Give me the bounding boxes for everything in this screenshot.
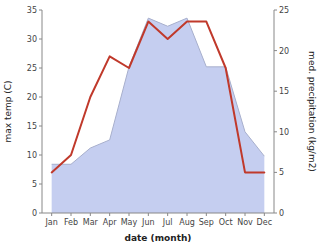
y2-tick: [274, 50, 277, 51]
x-axis-line: [42, 213, 274, 214]
x-tick-label: Feb: [64, 218, 78, 227]
y2-tick-label: 15: [279, 87, 289, 96]
x-tick-label: Apr: [103, 218, 118, 227]
y2-axis-line: [274, 10, 275, 213]
precipitation-area: [52, 18, 265, 213]
y2-tick-label: 10: [279, 128, 289, 137]
y-tick-label: 5: [32, 180, 37, 189]
y2-tick: [274, 131, 277, 132]
y-axis-line: [42, 10, 43, 213]
y-tick-label: 30: [27, 35, 37, 44]
y2-tick-label: 0: [279, 209, 284, 218]
y-tick: [39, 39, 42, 40]
y-tick-label: 25: [27, 64, 37, 73]
y2-tick: [274, 10, 277, 11]
x-tick-label: Aug: [179, 218, 195, 227]
y-tick-label: 0: [32, 209, 37, 218]
y-tick: [39, 213, 42, 214]
y2-tick-label: 20: [279, 47, 289, 56]
x-tick: [187, 213, 188, 216]
x-tick-label: Jun: [141, 218, 155, 227]
y-tick: [39, 68, 42, 69]
x-tick: [51, 213, 52, 216]
y2-axis-title: med. precipitation (kg/m2): [307, 51, 317, 172]
y-tick: [39, 97, 42, 98]
y-tick-label: 35: [27, 6, 37, 15]
y2-tick: [274, 91, 277, 92]
y-tick-label: 15: [27, 122, 37, 131]
x-tick: [167, 213, 168, 216]
x-tick-label: Sep: [199, 218, 214, 227]
plot-area: [52, 18, 265, 213]
x-tick-label: May: [121, 218, 138, 227]
x-tick-label: Nov: [237, 218, 253, 227]
x-tick-label: Dec: [257, 218, 272, 227]
x-tick-label: Mar: [83, 218, 99, 227]
x-tick: [129, 213, 130, 216]
x-tick: [206, 213, 207, 216]
y-tick: [39, 126, 42, 127]
y2-tick-label: 25: [279, 6, 289, 15]
y-tick: [39, 184, 42, 185]
y-tick-label: 10: [27, 151, 37, 160]
x-axis-title: date (month): [125, 233, 192, 243]
x-tick-label: Jul: [162, 218, 173, 227]
x-tick: [109, 213, 110, 216]
x-tick: [264, 213, 265, 216]
x-tick: [148, 213, 149, 216]
x-tick: [245, 213, 246, 216]
x-tick: [71, 213, 72, 216]
x-tick-label: Oct: [219, 218, 233, 227]
chart: 051015202530350510152025JanFebMarAprMayJ…: [0, 0, 318, 247]
temperature-line: [52, 22, 265, 173]
y-axis-title: max temp (C): [3, 80, 13, 142]
x-tick-label: Jan: [44, 218, 57, 227]
y2-tick-label: 5: [279, 168, 284, 177]
x-tick: [90, 213, 91, 216]
y-tick: [39, 155, 42, 156]
y2-tick: [274, 213, 277, 214]
y2-tick: [274, 172, 277, 173]
y-tick-label: 20: [27, 93, 37, 102]
x-tick: [225, 213, 226, 216]
precipitation-edge: [52, 18, 265, 164]
y-tick: [39, 10, 42, 11]
